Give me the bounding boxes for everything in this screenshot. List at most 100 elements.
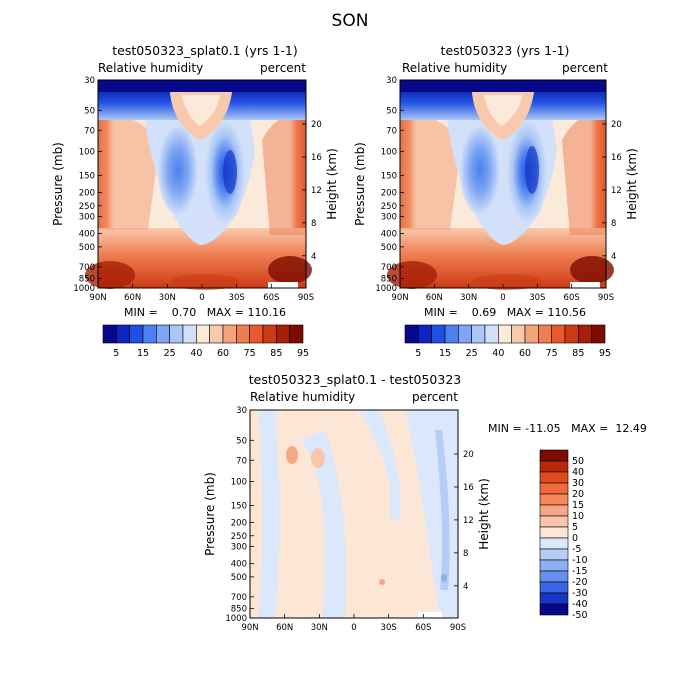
panel-3-units-label: percent: [412, 390, 458, 404]
colorbar-difference-label: 30: [572, 478, 584, 489]
colorbar-difference-label: 20: [572, 489, 584, 500]
panel-2-pressure-tick-label: 100: [381, 147, 397, 157]
panel-3-pressure-tick-label: 150: [231, 501, 247, 511]
panel-3-pressure-tick-label: 70: [236, 456, 247, 466]
panel-2-pressure-tick-label: 70: [386, 126, 397, 136]
colorbar-panel-2-label: 40: [492, 348, 504, 359]
colorbar-panel-2-swatch: [444, 324, 459, 344]
colorbar-difference-swatch: [539, 548, 569, 561]
colorbar-panel-2-swatch: [458, 324, 472, 344]
panel-1-pressure-tick-label: 1000: [73, 284, 95, 294]
colorbar-difference-swatch: [539, 449, 569, 462]
panel-2-lat-tick-label: 90S: [598, 293, 614, 303]
panel-3-height-tick-label: 12: [463, 516, 474, 526]
panel-1-pressure-tick-label: 700: [79, 263, 95, 273]
colorbar-panel-1-label: 40: [190, 348, 202, 359]
colorbar-panel-2-label: 5: [415, 348, 421, 359]
colorbar-panel-1-swatch: [289, 324, 304, 344]
colorbar-panel-2-swatch: [538, 324, 552, 344]
panel-3-pressure-tick-label: 30: [236, 406, 247, 416]
panel-2-height-tick-label: 16: [611, 153, 622, 163]
colorbar-panel-1-swatch: [236, 324, 250, 344]
colorbar-panel-2-swatch: [404, 324, 419, 344]
colorbar-panel-1-swatch: [276, 324, 290, 344]
colorbar-difference-swatch: [539, 592, 569, 605]
panel-2-min-max: MIN = 0.69 MAX = 110.56: [424, 306, 586, 319]
panel-3-height-tick-label: 8: [463, 549, 468, 559]
panel-3-lat-tick-label: 30S: [381, 623, 397, 633]
panel-3-pressure-tick-label: 200: [231, 519, 247, 529]
panel-1-title: test050323_splat0.1 (yrs 1-1): [112, 43, 298, 58]
colorbar-difference-swatch: [539, 526, 569, 539]
panel-1: test050323_splat0.1 (yrs 1-1) Relative h…: [85, 43, 312, 319]
panel-3-title: test050323_splat0.1 - test050323: [249, 372, 462, 387]
panel-2-height-tick-label: 4: [611, 252, 616, 262]
colorbar-difference-label: 10: [572, 511, 584, 522]
panel-2-pressure-tick-label: 50: [386, 106, 397, 116]
colorbar-difference-swatch: [539, 482, 569, 495]
panel-3-plot-area: [249, 409, 459, 619]
panel-1-height-tick-label: 20: [311, 120, 322, 130]
panel-2-pressure-tick-label: 300: [381, 213, 397, 223]
panel-3-height-tick-label: 16: [463, 483, 474, 493]
colorbar-panel-1-swatch: [102, 324, 117, 344]
colorbar-difference-swatch: [539, 537, 569, 550]
panel-3-pressure-tick-label: 850: [231, 604, 247, 614]
panel-2-lat-tick-label: 30N: [460, 293, 477, 303]
colorbar-panel-2-swatch: [511, 324, 526, 344]
colorbar-difference-label: 0: [572, 533, 578, 544]
colorbar-panel-2-swatch: [484, 324, 499, 344]
panel-1-pressure-tick-label: 250: [79, 202, 95, 212]
panel-2-pressure-tick-label: 1000: [375, 284, 397, 294]
colorbar-panel-1-swatch: [262, 324, 277, 344]
panel-3-height-tick-label: 20: [463, 450, 474, 460]
colorbar-panel-2-swatch: [471, 324, 486, 344]
colorbar-panel-1-swatch: [142, 324, 157, 344]
colorbar-panel-1-swatch: [116, 324, 130, 344]
panel-1-variable-label: Relative humidity: [98, 61, 203, 75]
panel-2-y2label: Height (km): [625, 148, 639, 219]
page-title: SON: [332, 11, 369, 31]
panel-3-pressure-tick-label: 500: [231, 573, 247, 583]
colorbar-panel-1-label: 75: [244, 348, 256, 359]
panel-1-pressure-tick-label: 500: [79, 243, 95, 253]
panel-1-pressure-tick-label: 150: [79, 171, 95, 181]
panel-1-units-label: percent: [260, 61, 306, 75]
panel-3-pressure-tick-label: 300: [231, 543, 247, 553]
axes-layer: 3050701001502002503004005007008501000201…: [51, 76, 639, 633]
colorbar-panel-1-swatch: [222, 324, 237, 344]
panel-1-lat-tick-label: 90S: [298, 293, 314, 303]
panel-2-ylabel: Pressure (mb): [353, 142, 367, 226]
colorbar-panel-1-swatch: [129, 324, 144, 344]
colorbar-difference-label: 40: [572, 467, 584, 478]
colorbar-panel-1-swatch: [249, 324, 264, 344]
colorbar-panel-1-label: 25: [164, 348, 176, 359]
colorbar-difference-swatch: [539, 570, 569, 583]
panel-1-lat-tick-label: 60S: [263, 293, 279, 303]
panel-3-pressure-tick-label: 250: [231, 532, 247, 542]
panel-2-lat-tick-label: 0: [500, 293, 505, 303]
panel-2-variable-label: Relative humidity: [402, 61, 507, 75]
colorbar-difference-label: 5: [572, 522, 578, 533]
colorbar-difference-label: -50: [572, 610, 588, 621]
panel-1-lat-tick-label: 60N: [124, 293, 141, 303]
colorbar-difference-swatch: [539, 471, 569, 484]
colorbar-panel-1-swatch: [209, 324, 224, 344]
panel-1-pressure-tick-label: 70: [84, 126, 95, 136]
colorbar-difference-label: -20: [572, 577, 588, 588]
panel-3-pressure-tick-label: 400: [231, 560, 247, 570]
panel-1-min-max: MIN = 0.70 MAX = 110.16: [124, 306, 286, 319]
colorbar-difference-swatch: [539, 504, 569, 517]
panel-2-pressure-tick-label: 400: [381, 230, 397, 240]
panel-2-lat-tick-label: 60S: [564, 293, 580, 303]
panel-2-title: test050323 (yrs 1-1): [441, 43, 570, 58]
panel-1-plot-area: [85, 79, 312, 290]
colorbar-difference-label: 15: [572, 500, 584, 511]
panel-3-min-max: MIN = -11.05 MAX = 12.49: [488, 422, 647, 435]
panel-2-pressure-tick-label: 250: [381, 202, 397, 212]
colorbar-panel-1-swatch: [196, 324, 210, 344]
panel-3-lat-tick-label: 90S: [450, 623, 466, 633]
panel-3-lat-tick-label: 30N: [311, 623, 328, 633]
colorbar-difference-label: -5: [572, 544, 581, 555]
